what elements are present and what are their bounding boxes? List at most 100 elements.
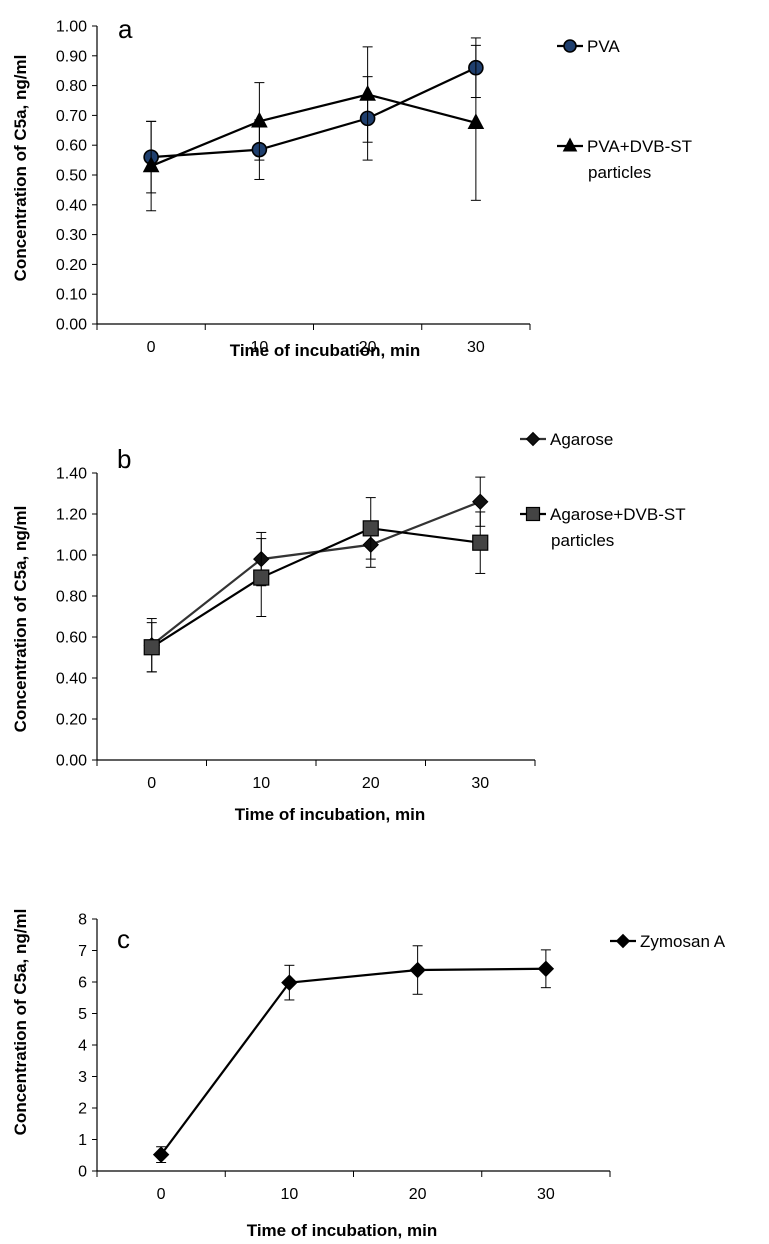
y-tick-label: 3 xyxy=(78,1069,87,1086)
x-tick-label: 10 xyxy=(252,775,270,792)
x-tick-label: 20 xyxy=(409,1186,427,1203)
series-layer-c xyxy=(152,945,555,1163)
y-axis-title-a: Concentration of C5a, ng/ml xyxy=(11,55,30,282)
x-axis-title-b: Time of incubation, min xyxy=(235,805,425,824)
y-tick-label: 0.40 xyxy=(56,197,87,214)
y-tick-label: 4 xyxy=(78,1038,87,1055)
y-tick-label: 0.80 xyxy=(56,589,87,606)
series-0 xyxy=(143,476,489,673)
data-point xyxy=(409,961,426,979)
series-0 xyxy=(143,37,484,194)
y-tick-label: 0.60 xyxy=(56,138,87,155)
legend-marker xyxy=(525,506,541,522)
chart-panel-c: c Time of incubation, min Concentration … xyxy=(11,909,726,1240)
x-tick-label: 10 xyxy=(250,339,268,356)
y-tick-label: 0.80 xyxy=(56,78,87,95)
legend-entry: Agarose+DVB-ST particles xyxy=(520,505,686,550)
legend-marker xyxy=(563,39,577,53)
series-line xyxy=(151,500,481,647)
y-tick-label: 0.40 xyxy=(56,671,87,688)
legend-entry: Zymosan A xyxy=(610,932,726,951)
legend-entry: PVA+DVB-ST particles xyxy=(557,137,692,182)
legend-label: Agarose+DVB-ST xyxy=(550,505,686,524)
data-point xyxy=(362,520,379,537)
data-point xyxy=(251,111,268,128)
legend-label: particles xyxy=(551,531,614,550)
x-tick-label: 20 xyxy=(362,775,380,792)
legend-a: PVA PVA+DVB-ST particles xyxy=(557,37,692,182)
series-1 xyxy=(143,497,489,673)
y-tick-label: 0.20 xyxy=(56,712,87,729)
legend-entry: Agarose xyxy=(520,430,613,449)
panel-label-b: b xyxy=(117,444,131,474)
x-tick-label: 30 xyxy=(537,1186,555,1203)
data-point xyxy=(472,493,489,510)
x-tick-label: 0 xyxy=(147,775,156,792)
series-line xyxy=(160,967,546,1156)
x-tick-label: 10 xyxy=(280,1186,298,1203)
series-1 xyxy=(142,44,485,212)
chart-panel-b: b Time of incubation, min Concentration … xyxy=(11,430,686,824)
series-line xyxy=(150,93,477,168)
y-tick-label: 8 xyxy=(78,912,87,929)
series-layer-b xyxy=(143,476,489,673)
y-tick-label: 0.00 xyxy=(56,753,87,770)
data-point xyxy=(253,569,270,586)
legend-c: Zymosan A xyxy=(610,932,726,951)
y-tick-label: 7 xyxy=(78,943,87,960)
legend-label: Zymosan A xyxy=(640,932,726,951)
legend-marker xyxy=(562,137,578,152)
data-point xyxy=(537,960,555,977)
x-axis-title-a: Time of incubation, min xyxy=(230,341,420,360)
y-tick-label: 5 xyxy=(78,1006,87,1023)
y-tick-label: 1.40 xyxy=(56,466,87,483)
y-axis-title-c: Concentration of C5a, ng/ml xyxy=(11,909,30,1136)
legend-label: PVA xyxy=(587,37,620,56)
series-line xyxy=(151,527,481,649)
legend-entry: PVA xyxy=(557,37,620,56)
y-tick-label: 0.90 xyxy=(56,48,87,65)
axes-b: 0.00 0.20 0.40 0.60 0.80 1.00 1.20 1.40 0 10 20 30 xyxy=(56,466,536,792)
x-tick-label: 0 xyxy=(157,1186,166,1203)
y-tick-label: 1.20 xyxy=(56,507,87,524)
data-point xyxy=(143,639,160,656)
axes-c: 0 1 2 3 4 5 6 7 8 0 10 20 30 xyxy=(78,912,611,1203)
x-tick-label: 30 xyxy=(471,775,489,792)
series-0 xyxy=(152,945,555,1163)
legend-marker xyxy=(525,431,541,447)
y-tick-label: 2 xyxy=(78,1101,87,1118)
legend-marker xyxy=(615,933,631,949)
data-point xyxy=(467,113,485,130)
legend-label: particles xyxy=(588,163,651,182)
axes-a: 0.00 0.10 0.20 0.30 0.40 0.50 0.60 0.70 0.80 0.90… xyxy=(56,19,531,356)
data-point xyxy=(472,534,489,551)
data-point xyxy=(152,1146,170,1163)
legend-b: Agarose Agarose+DVB-ST particles xyxy=(520,430,686,550)
y-axis-title-b: Concentration of C5a, ng/ml xyxy=(11,506,30,733)
x-tick-label: 30 xyxy=(467,339,485,356)
data-point xyxy=(142,156,160,173)
x-tick-label: 0 xyxy=(147,339,156,356)
y-tick-label: 0 xyxy=(78,1164,87,1181)
y-tick-label: 1.00 xyxy=(56,19,87,36)
y-tick-label: 0.00 xyxy=(56,317,87,334)
y-tick-label: 6 xyxy=(78,975,87,992)
y-tick-label: 0.70 xyxy=(56,108,87,125)
legend-label: PVA+DVB-ST xyxy=(587,137,692,156)
y-tick-label: 0.20 xyxy=(56,257,87,274)
data-point xyxy=(359,84,376,101)
y-tick-label: 0.30 xyxy=(56,227,87,244)
x-axis-title-c: Time of incubation, min xyxy=(247,1221,437,1240)
chart-panel-a: a Time of incubation, min Concentration … xyxy=(11,14,692,360)
y-tick-label: 0.50 xyxy=(56,168,87,185)
y-tick-label: 0.60 xyxy=(56,630,87,647)
legend-label: Agarose xyxy=(550,430,613,449)
series-layer-a xyxy=(142,37,485,212)
data-point xyxy=(281,974,298,991)
y-tick-label: 0.10 xyxy=(56,287,87,304)
series-line xyxy=(151,66,477,159)
y-tick-label: 1 xyxy=(78,1132,87,1149)
panel-label-a: a xyxy=(118,14,133,44)
y-tick-label: 1.00 xyxy=(56,548,87,565)
